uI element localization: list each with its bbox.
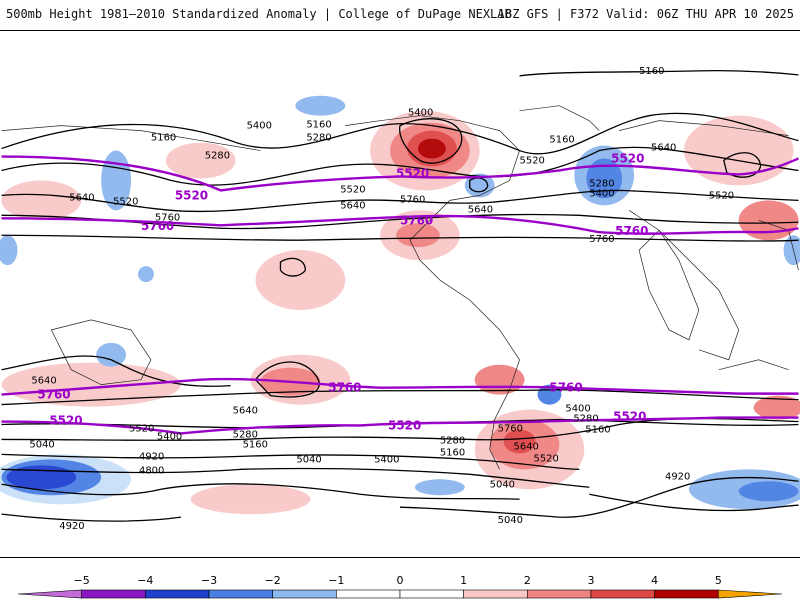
contour-label-5520: 5520 bbox=[613, 410, 646, 424]
contour-label: 4920 bbox=[665, 471, 690, 482]
contour-label: 5160 bbox=[151, 133, 176, 144]
contour-label: 5040 bbox=[296, 454, 321, 465]
colorbar-segment bbox=[81, 589, 146, 599]
colorbar-tick-label: 5 bbox=[715, 574, 722, 587]
contour-label-5760: 5760 bbox=[615, 224, 648, 238]
contour-label-5760: 5760 bbox=[328, 381, 361, 395]
contour-label: 5640 bbox=[651, 143, 676, 154]
contour-label: 5640 bbox=[340, 200, 365, 211]
contour-label-5520: 5520 bbox=[388, 418, 421, 432]
colorbar-segment bbox=[336, 589, 401, 599]
contour-label: 5640 bbox=[468, 204, 493, 215]
colorbar-segment bbox=[654, 589, 719, 599]
contour-label-5760: 5760 bbox=[549, 381, 582, 395]
contour-label: 5160 bbox=[306, 120, 331, 131]
map-title: 500mb Height 1981–2010 Standardized Anom… bbox=[6, 7, 512, 21]
contour-label: 5160 bbox=[585, 424, 610, 435]
colorbar-segment bbox=[527, 589, 592, 599]
colorbar-tick-label: −1 bbox=[328, 574, 344, 587]
contour-label: 5040 bbox=[29, 439, 54, 450]
weather-map[interactable]: 5160 5400 5400 5160 5280 5160 5160 5640 … bbox=[0, 30, 800, 558]
height-contours bbox=[1, 70, 799, 522]
contour-label: 5400 bbox=[589, 188, 614, 199]
colorbar-tick-label: −3 bbox=[201, 574, 217, 587]
contour-label: 5760 bbox=[400, 194, 425, 205]
contour-label-5520: 5520 bbox=[396, 166, 429, 180]
colorbar-tick-label: 1 bbox=[460, 574, 467, 587]
colorbar-tick-label: 3 bbox=[588, 574, 595, 587]
contour-label: 5280 bbox=[589, 178, 614, 189]
contour-label: 5160 bbox=[549, 135, 574, 146]
colorbar-tick-label: −2 bbox=[265, 574, 281, 587]
contour-label: 5160 bbox=[639, 66, 664, 77]
colorbar-tick-label: 0 bbox=[397, 574, 404, 587]
contour-label: 5160 bbox=[243, 439, 268, 450]
contour-label: 5520 bbox=[113, 196, 138, 207]
contour-label: 5400 bbox=[408, 108, 433, 119]
model-run-info: 18Z GFS | F372 Valid: 06Z THU APR 10 202… bbox=[497, 7, 794, 21]
contour-label: 4800 bbox=[139, 465, 164, 476]
contour-label: 5280 bbox=[306, 133, 331, 144]
colorbar-ticks: −5 −4 −3 −2 −1 0 1 2 3 4 5 bbox=[74, 574, 722, 587]
contour-label: 5400 bbox=[565, 404, 590, 415]
contour-label-5760: 5760 bbox=[141, 219, 174, 233]
colorbar-segment bbox=[399, 589, 464, 599]
contour-label: 5040 bbox=[498, 515, 523, 526]
contour-labels: 5160 5400 5400 5160 5280 5160 5160 5640 … bbox=[29, 66, 734, 532]
contour-label: 5640 bbox=[31, 376, 56, 387]
header-bar: 500mb Height 1981–2010 Standardized Anom… bbox=[0, 0, 800, 30]
colorbar-tick-label: −5 bbox=[74, 574, 90, 587]
contour-label: 5520 bbox=[533, 453, 558, 464]
colorbar-segment bbox=[208, 589, 273, 599]
contour-label: 5400 bbox=[247, 121, 272, 132]
contour-label: 4920 bbox=[59, 521, 84, 532]
highlight-contours bbox=[1, 155, 799, 435]
colorbar-segment bbox=[590, 589, 655, 599]
contour-label: 5520 bbox=[129, 423, 154, 434]
contour-label-5520: 5520 bbox=[175, 188, 208, 202]
contour-label: 5280 bbox=[233, 429, 258, 440]
contour-label: 5160 bbox=[440, 447, 465, 458]
contour-label-5520: 5520 bbox=[611, 152, 644, 166]
colorbar-segment bbox=[718, 589, 783, 599]
contour-label: 5520 bbox=[520, 155, 545, 166]
colorbar-tick-label: −4 bbox=[137, 574, 153, 587]
contour-label: 5280 bbox=[573, 414, 598, 425]
colorbar-segment bbox=[17, 589, 82, 599]
contour-label: 5040 bbox=[490, 479, 515, 490]
contour-label: 5400 bbox=[374, 454, 399, 465]
contour-label-5760: 5760 bbox=[400, 213, 433, 227]
contour-label: 5640 bbox=[233, 406, 258, 417]
anomaly-colorbar: −5 −4 −3 −2 −1 0 1 2 3 4 5 bbox=[17, 574, 783, 599]
colorbar-tick-label: 4 bbox=[651, 574, 658, 587]
contour-label-5520: 5520 bbox=[49, 414, 82, 428]
contour-label: 4920 bbox=[139, 451, 164, 462]
colorbar-tick-label: 2 bbox=[524, 574, 531, 587]
contour-label-5760: 5760 bbox=[37, 388, 70, 402]
contour-label: 5760 bbox=[155, 212, 180, 223]
colorbar-segments bbox=[17, 589, 783, 599]
colorbar-segment bbox=[145, 589, 210, 599]
contour-label: 5640 bbox=[69, 192, 94, 203]
contour-label: 5280 bbox=[205, 151, 230, 162]
contour-label: 5520 bbox=[709, 190, 734, 201]
colorbar-segment bbox=[463, 589, 528, 599]
contour-label: 5760 bbox=[589, 234, 614, 245]
contour-label: 5760 bbox=[498, 423, 523, 434]
contour-label: 5520 bbox=[340, 184, 365, 195]
colorbar-segment bbox=[272, 589, 337, 599]
contour-label: 5640 bbox=[514, 441, 539, 452]
highlight-labels: 5520 5520 5520 5760 5760 5760 5760 5760 … bbox=[37, 152, 648, 433]
contour-label: 5280 bbox=[440, 435, 465, 446]
contour-label: 5400 bbox=[157, 431, 182, 442]
